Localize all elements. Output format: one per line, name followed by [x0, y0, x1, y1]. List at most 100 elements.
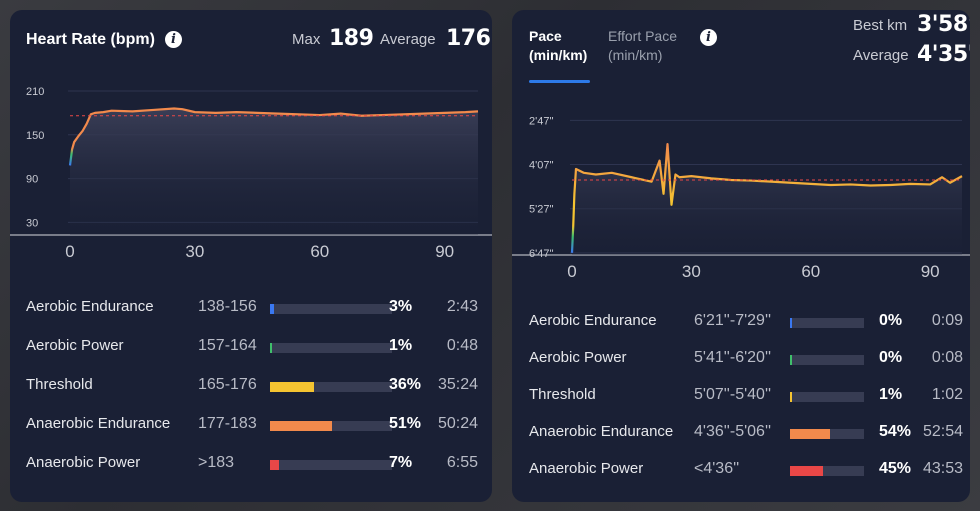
tab-effort-pace-unit: (min/km) [608, 47, 663, 63]
x-tick-label: 90 [921, 262, 940, 281]
average-label: Average [380, 31, 436, 48]
y-tick-label: 30 [26, 217, 38, 229]
tab-pace-label: Pace [529, 28, 562, 44]
zone-percent: 0% [879, 349, 903, 366]
series-line [68, 107, 479, 166]
series-line [570, 143, 963, 253]
tab-effort-pace[interactable]: Effort Pace (min/km) [608, 27, 677, 65]
zone-time: 52:54 [922, 423, 963, 440]
zone-time: 35:24 [437, 376, 478, 393]
best-km-label: Best km [853, 17, 908, 34]
y-tick-label: 90 [26, 174, 38, 186]
tab-effort-pace-label: Effort Pace [608, 28, 678, 44]
zone-range: 157-164 [198, 337, 257, 354]
tab-active-indicator [529, 80, 590, 83]
y-tick-label: 210 [26, 86, 44, 98]
chart-area [572, 144, 962, 255]
pace-chart-svg: 2'47'' 4'07'' 5'27'' 6'47'' 0 30 60 90 [512, 115, 970, 281]
x-tick-label: 90 [435, 242, 454, 261]
y-tick-label: 5'27'' [529, 204, 554, 216]
zone-row: Anaerobic Endurance 177-183 51% 50:24 [26, 415, 478, 437]
info-icon[interactable]: i [165, 31, 182, 48]
zone-bar-fill [790, 466, 824, 476]
zone-row: Anaerobic Power >183 7% 6:55 [26, 454, 478, 476]
zone-bar-fill [270, 460, 279, 470]
x-tick-label: 30 [185, 242, 204, 261]
zone-bar-fill [270, 343, 272, 353]
zone-range: <4'36'' [694, 460, 740, 477]
zone-bar-track [790, 466, 864, 476]
zone-time: 43:53 [922, 460, 963, 477]
zone-row: Threshold 5'07''-5'40'' 1% 1:02 [529, 386, 963, 408]
zone-bar-fill [790, 318, 792, 328]
zone-row: Aerobic Power 157-164 1% 0:48 [26, 337, 478, 359]
heart-rate-panel: Heart Rate (bpm) i Max 189 Average 176 2… [10, 10, 492, 502]
zone-percent: 1% [879, 386, 903, 403]
zone-row: Threshold 165-176 36% 35:24 [26, 376, 478, 398]
heart-rate-title: Heart Rate (bpm) [26, 31, 155, 48]
zone-percent: 45% [879, 460, 912, 477]
zone-percent: 0% [879, 312, 903, 329]
zone-name: Anaerobic Power [529, 460, 644, 477]
zone-row: Anaerobic Endurance 4'36''-5'06'' 54% 52:54 [529, 423, 963, 445]
zone-time: 50:24 [437, 415, 478, 432]
zone-name: Aerobic Power [26, 337, 124, 354]
average-value: 176 [446, 26, 491, 51]
zone-name: Aerobic Power [529, 349, 627, 366]
zone-percent: 3% [389, 298, 413, 315]
heart-rate-chart-svg: 210 150 90 30 0 30 60 90 [10, 86, 492, 261]
zone-row: Aerobic Power 5'41''-6'20'' 0% 0:08 [529, 349, 963, 371]
info-icon[interactable]: i [700, 29, 717, 46]
zone-row: Aerobic Endurance 138-156 3% 2:43 [26, 298, 478, 320]
zone-name: Threshold [26, 376, 93, 393]
pace-average-label: Average [853, 47, 909, 64]
zone-range: 4'36''-5'06'' [694, 423, 772, 440]
zone-time: 0:08 [931, 349, 963, 366]
pace-panel: Pace (min/km) Effort Pace (min/km) i Bes… [512, 10, 970, 502]
zone-percent: 1% [389, 337, 413, 354]
heart-rate-chart: 210 150 90 30 0 30 60 90 [10, 72, 492, 282]
zone-range: 5'41''-6'20'' [694, 349, 772, 366]
zone-bar-track [790, 392, 864, 402]
tab-pace[interactable]: Pace (min/km) [529, 27, 587, 65]
zone-percent: 54% [879, 423, 912, 440]
zone-name: Aerobic Endurance [529, 312, 657, 329]
zone-bar-fill [790, 355, 792, 365]
x-tick-label: 60 [310, 242, 329, 261]
zone-bar-track [270, 343, 392, 353]
max-value: 189 [329, 26, 374, 51]
zone-time: 1:02 [931, 386, 963, 403]
y-tick-label: 2'47'' [529, 115, 554, 127]
y-tick-label: 150 [26, 130, 44, 142]
zone-name: Aerobic Endurance [26, 298, 154, 315]
x-tick-label: 0 [65, 242, 74, 261]
y-tick-label: 6'47'' [529, 248, 554, 260]
zone-percent: 36% [389, 376, 422, 393]
zone-percent: 51% [389, 415, 422, 432]
zone-time: 2:43 [446, 298, 478, 315]
zone-bar-track [790, 429, 864, 439]
x-tick-label: 30 [682, 262, 701, 281]
zone-range: 177-183 [198, 415, 257, 432]
zone-bar-track [270, 382, 392, 392]
zone-range: 6'21''-7'29'' [694, 312, 772, 329]
best-km-value: 3'58'' [917, 12, 970, 37]
chart-area [70, 108, 478, 235]
zone-bar-fill [270, 382, 314, 392]
pace-chart: 2'47'' 4'07'' 5'27'' 6'47'' 0 30 60 90 [512, 90, 970, 290]
zone-bar-track [270, 460, 392, 470]
zone-time: 6:55 [446, 454, 478, 471]
zone-name: Anaerobic Power [26, 454, 141, 471]
zone-bar-track [790, 318, 864, 328]
zone-row: Anaerobic Power <4'36'' 45% 43:53 [529, 460, 963, 482]
zone-time: 0:09 [931, 312, 963, 329]
tab-pace-unit: (min/km) [529, 47, 588, 63]
x-tick-label: 60 [801, 262, 820, 281]
zone-time: 0:48 [446, 337, 478, 354]
zone-bar-track [270, 421, 392, 431]
max-label: Max [292, 31, 321, 48]
pace-average-value: 4'35'' [917, 42, 970, 67]
zone-range: 138-156 [198, 298, 257, 315]
zone-bar-fill [790, 392, 792, 402]
zone-bar-track [790, 355, 864, 365]
